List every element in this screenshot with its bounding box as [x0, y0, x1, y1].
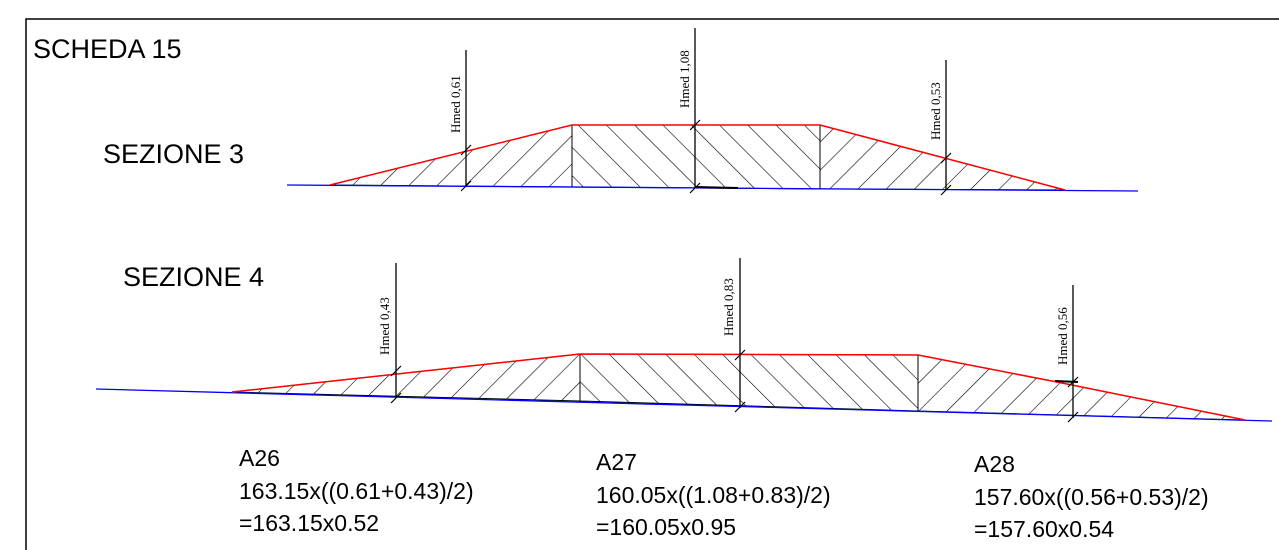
area-result: =163.15x0.52 [239, 510, 379, 536]
section-4-ground-line [95, 388, 1273, 422]
section-3-profile-line [329, 124, 1066, 191]
area-formula: 157.60x((0.56+0.53)/2) [974, 484, 1209, 510]
section-4-label: SEZIONE 4 [123, 262, 264, 292]
section-4-shoulder-segment [1054, 380, 1079, 383]
section-4: SEZIONE 4 Hmed 0,43 Hmed 0,83 Hmed 0,56 [95, 258, 1273, 423]
section-3-height-label-2: Hmed 1,08 [677, 50, 692, 108]
area-formula: 163.15x((0.61+0.43)/2) [239, 478, 474, 504]
drawing-frame [25, 18, 1279, 550]
area-name: A27 [596, 449, 637, 475]
sheet-title: SCHEDA 15 [33, 34, 182, 64]
section-4-profile-line [231, 353, 1246, 421]
area-calc-a28: A28 157.60x((0.56+0.53)/2) =157.60x0.54 [974, 451, 1209, 542]
area-result: =160.05x0.95 [596, 514, 736, 540]
section-4-height-label-2: Hmed 0,83 [721, 278, 736, 336]
area-formula: 160.05x((1.08+0.83)/2) [596, 482, 831, 508]
section-4-height-label-3: Hmed 0,56 [1055, 307, 1070, 365]
area-calc-a26: A26 163.15x((0.61+0.43)/2) =163.15x0.52 [239, 445, 474, 536]
section-3-mid-base-segment [694, 186, 739, 189]
section-3-height-label-3: Hmed 0,53 [928, 82, 943, 140]
section-3-crest-hatch [571, 124, 821, 190]
area-calc-a27: A27 160.05x((1.08+0.83)/2) =160.05x0.95 [596, 449, 831, 540]
area-name: A28 [974, 451, 1015, 477]
section-3-label: SEZIONE 3 [103, 139, 244, 169]
area-result: =157.60x0.54 [974, 516, 1114, 542]
section-4-crest-hatch [579, 353, 919, 412]
section-3: SEZIONE 3 Hmed 0,61 Hmed 1,08 Hmed 0,53 [103, 28, 1139, 196]
section-3-height-label-1: Hmed 0,61 [448, 75, 463, 133]
area-name: A26 [239, 445, 280, 471]
section-4-height-label-1: Hmed 0,43 [377, 297, 392, 355]
